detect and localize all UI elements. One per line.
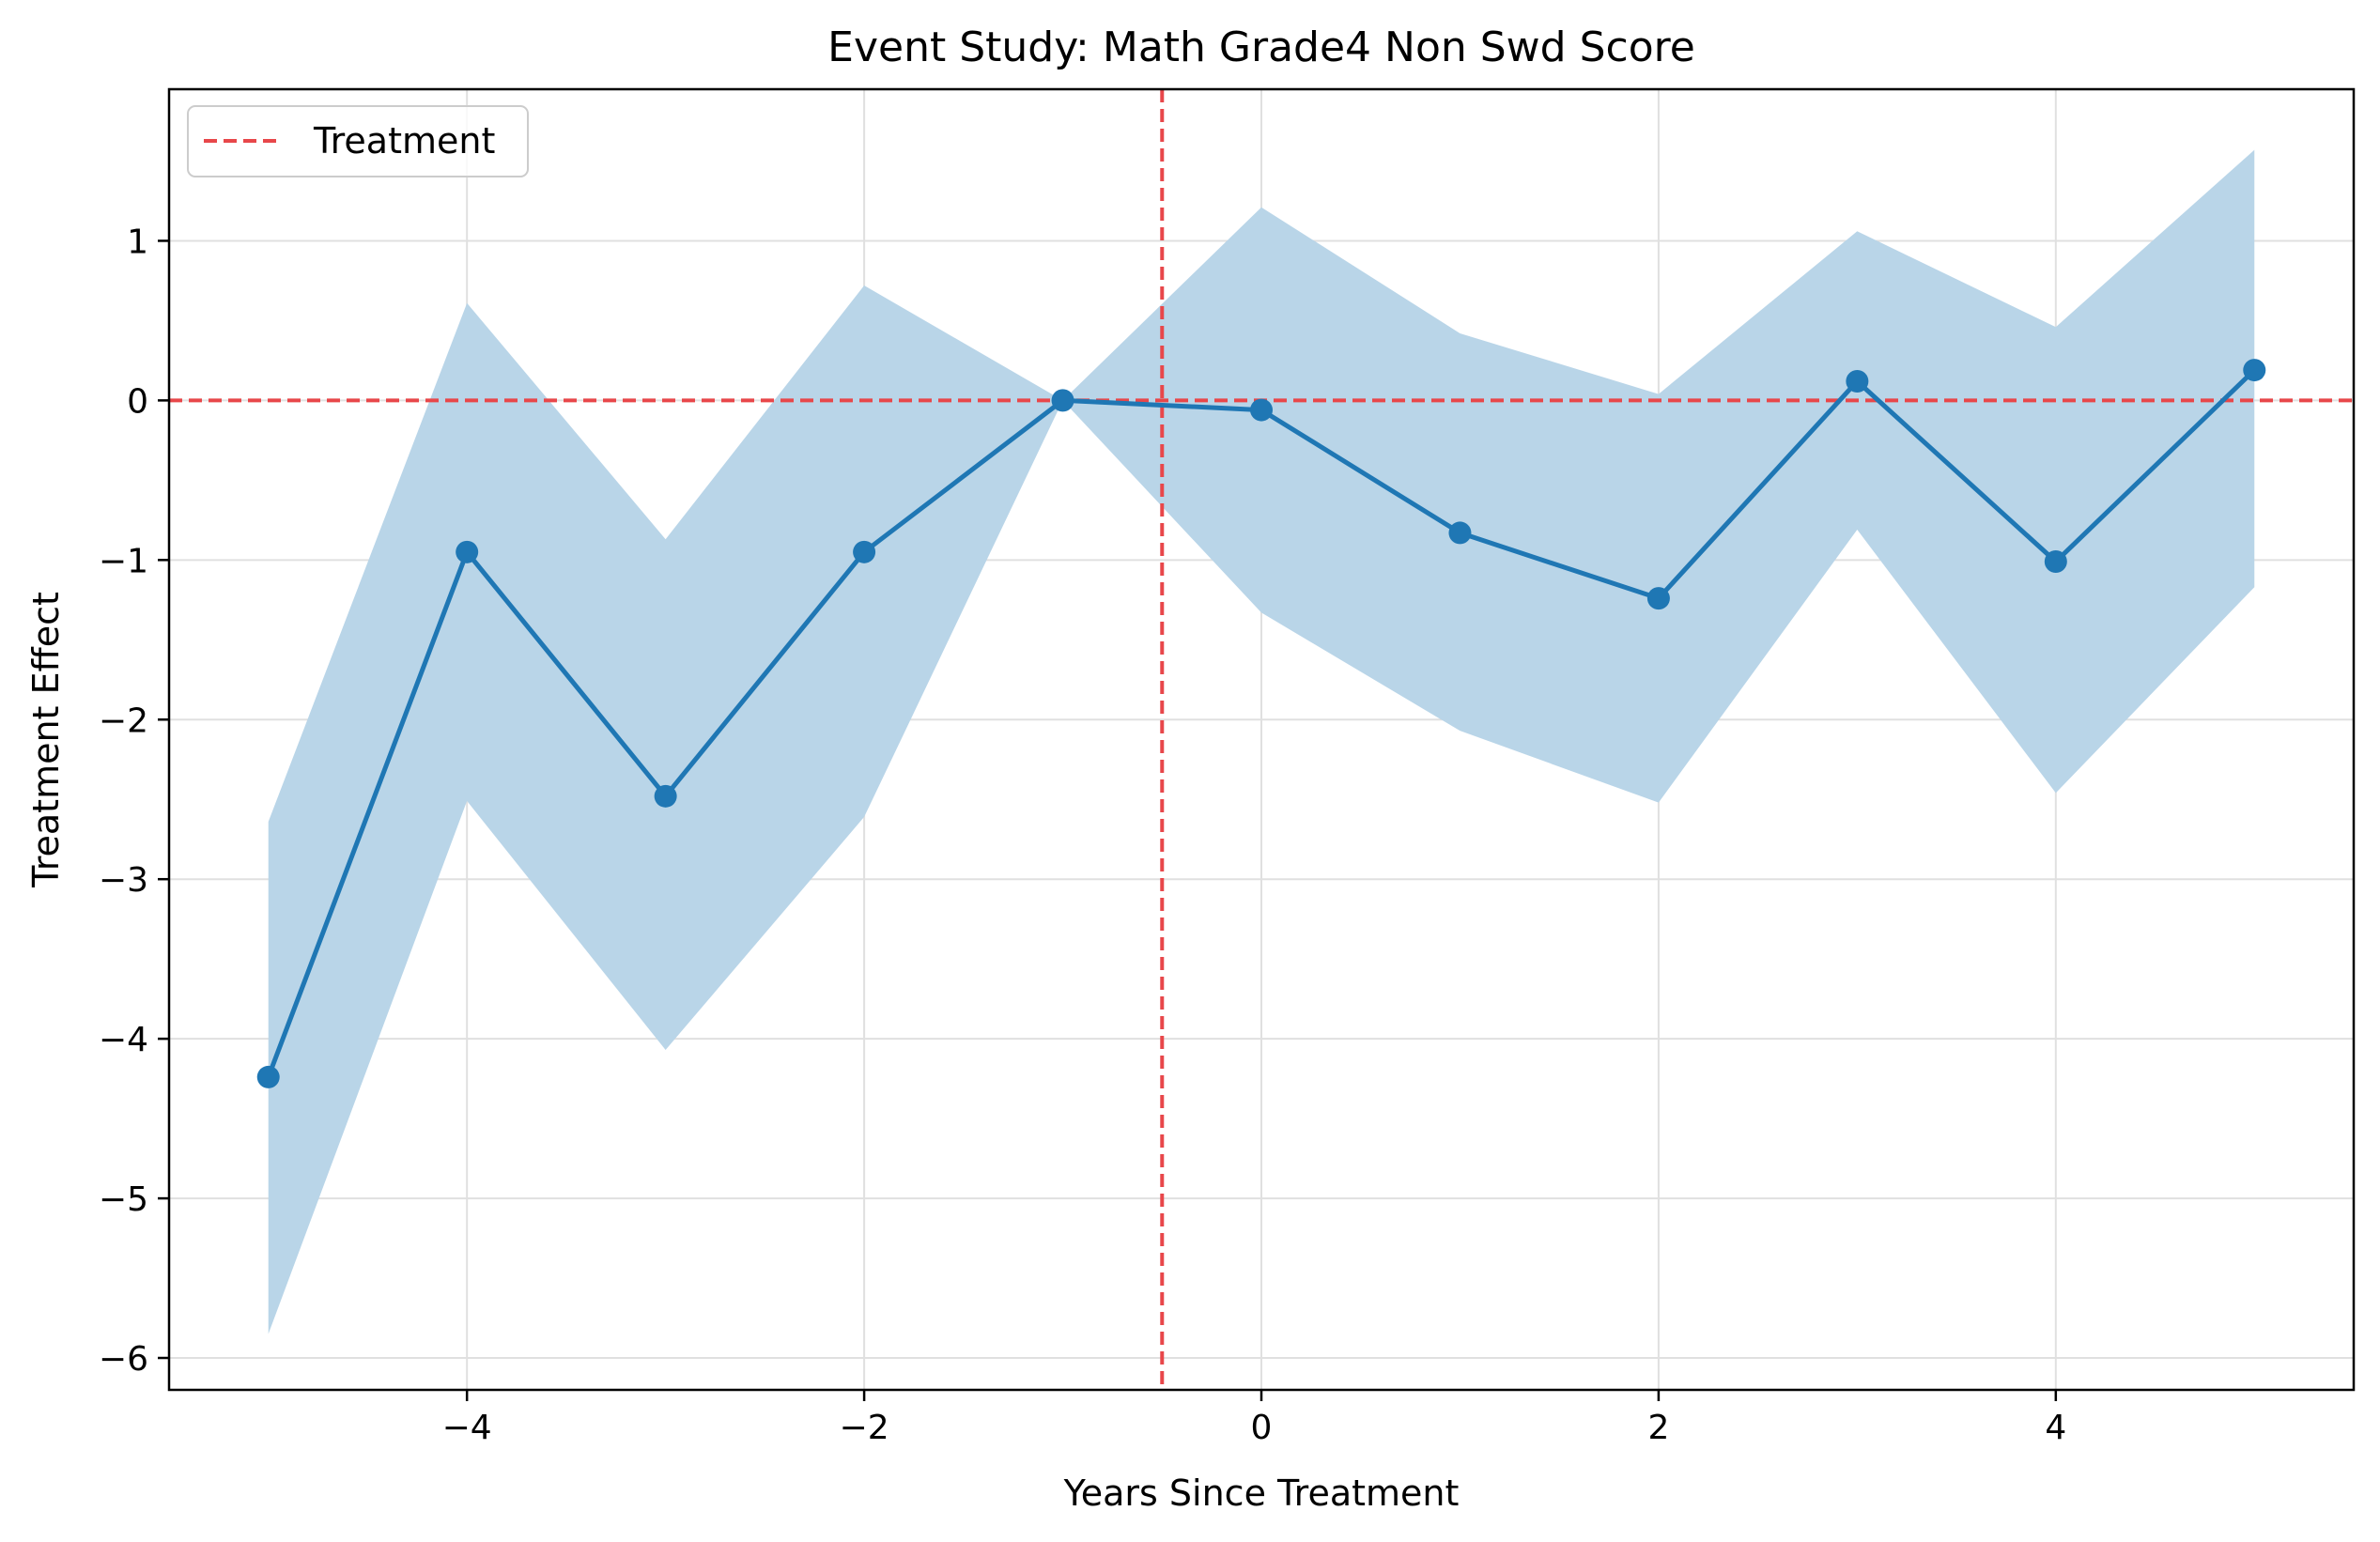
data-point bbox=[1250, 398, 1273, 422]
data-point bbox=[1051, 389, 1074, 412]
y-tick-label: −6 bbox=[99, 1340, 148, 1379]
x-tick-label: −2 bbox=[840, 1409, 889, 1447]
data-point bbox=[1448, 521, 1472, 545]
x-tick-label: −4 bbox=[442, 1409, 492, 1447]
y-axis-label: Treatment Effect bbox=[25, 592, 67, 888]
data-point bbox=[2243, 359, 2266, 382]
data-point bbox=[256, 1065, 280, 1088]
confidence-band bbox=[268, 149, 2255, 1334]
chart-title: Event Study: Math Grade4 Non Swd Score bbox=[827, 23, 1695, 71]
legend-box bbox=[187, 105, 529, 177]
y-tick-label: 0 bbox=[127, 382, 148, 421]
x-tick-label: 4 bbox=[2045, 1409, 2066, 1447]
data-point bbox=[654, 784, 677, 808]
data-point bbox=[1846, 369, 1869, 393]
y-tick-label: 1 bbox=[127, 223, 148, 261]
x-tick-label: 0 bbox=[1251, 1409, 1273, 1447]
data-point bbox=[853, 540, 876, 563]
x-axis-label: Years Since Treatment bbox=[1063, 1473, 1460, 1514]
y-tick-label: −2 bbox=[99, 702, 148, 740]
confidence-band-layer bbox=[268, 149, 2255, 1334]
data-point bbox=[2044, 550, 2067, 574]
y-tick-label: −5 bbox=[99, 1180, 148, 1219]
legend-label-treatment: Treatment bbox=[313, 120, 495, 162]
series-layer bbox=[256, 359, 2266, 1088]
data-point bbox=[456, 540, 479, 563]
y-tick-label: −3 bbox=[99, 861, 148, 900]
x-tick-label: 2 bbox=[1647, 1409, 1669, 1447]
data-point bbox=[1646, 587, 1670, 610]
legend: Treatment bbox=[187, 105, 529, 177]
y-tick-label: −4 bbox=[99, 1021, 148, 1059]
y-tick-label: −1 bbox=[99, 542, 148, 580]
tick-layer: −4 −2 0 2 4 −6 −5 −4 −3 −2 −1 0 1 bbox=[99, 223, 2066, 1447]
